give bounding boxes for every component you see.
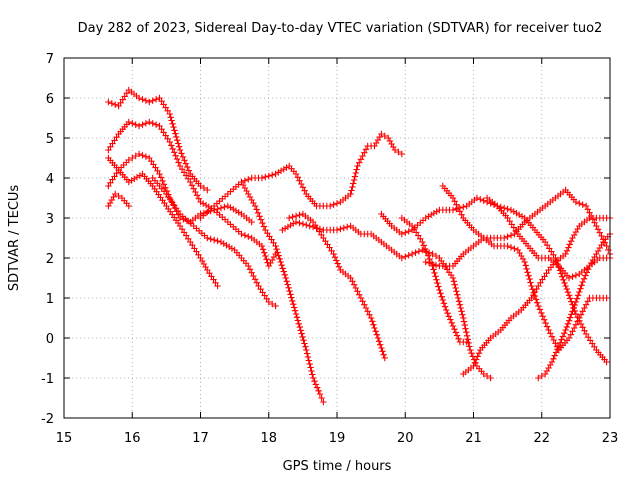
series-markers (149, 174, 279, 310)
series-markers (279, 218, 494, 382)
x-tick-label: 20 (397, 431, 414, 446)
series-arc-8 (197, 130, 405, 222)
x-tick-label: 17 (192, 431, 209, 446)
series-markers (535, 230, 614, 382)
series-arc-10 (286, 210, 388, 362)
series-markers (286, 210, 388, 362)
x-tick-label: 16 (124, 431, 141, 446)
series-arc-15 (460, 214, 614, 378)
series-arc-16 (483, 194, 614, 282)
series-markers (378, 194, 610, 366)
x-tick-label: 18 (260, 431, 277, 446)
x-axis-label: GPS time / hours (283, 459, 392, 474)
series-arc-11 (378, 194, 610, 366)
series-markers (105, 190, 132, 210)
data-series (105, 86, 614, 406)
series-arc-1 (105, 86, 211, 194)
series-arc-14 (422, 186, 614, 270)
series-arc-12 (398, 214, 470, 346)
series-markers (105, 150, 279, 270)
series-arc-3 (105, 150, 279, 270)
series-arc-7 (238, 178, 327, 406)
series-markers (197, 130, 405, 222)
series-markers (238, 178, 327, 406)
series-arc-2 (105, 118, 255, 226)
y-tick-label: 7 (46, 52, 54, 67)
series-arc-4 (105, 166, 221, 290)
x-tick-label: 19 (329, 431, 346, 446)
series-arc-17 (535, 230, 614, 382)
x-tick-label: 22 (533, 431, 550, 446)
chart-title: Day 282 of 2023, Sidereal Day-to-day VTE… (78, 21, 603, 36)
series-arc-5 (105, 190, 132, 210)
series-markers (483, 194, 614, 282)
series-markers (105, 86, 211, 194)
y-tick-label: 5 (46, 132, 54, 147)
x-tick-label: 15 (56, 431, 73, 446)
series-markers (105, 118, 255, 226)
x-tick-label: 21 (465, 431, 482, 446)
y-tick-label: 6 (46, 92, 54, 107)
series-markers (422, 186, 614, 270)
y-tick-label: 1 (46, 292, 54, 307)
x-tick-label: 23 (602, 431, 619, 446)
y-tick-label: 3 (46, 212, 54, 227)
series-arc-13 (439, 182, 610, 354)
series-markers (105, 166, 221, 290)
grid (64, 58, 610, 418)
series-arc-9 (279, 218, 494, 382)
plot-frame (63, 57, 611, 419)
y-axis-label: SDTVAR / TECUs (7, 185, 22, 292)
series-markers (460, 214, 614, 378)
series-markers (398, 214, 470, 346)
y-tick-label: -1 (41, 372, 54, 387)
series-arc-6 (149, 174, 279, 310)
y-tick-label: -2 (41, 412, 54, 427)
series-markers (439, 182, 610, 354)
y-tick-label: 2 (46, 252, 54, 267)
y-tick-label: 0 (46, 332, 54, 347)
y-tick-label: 4 (46, 172, 54, 187)
